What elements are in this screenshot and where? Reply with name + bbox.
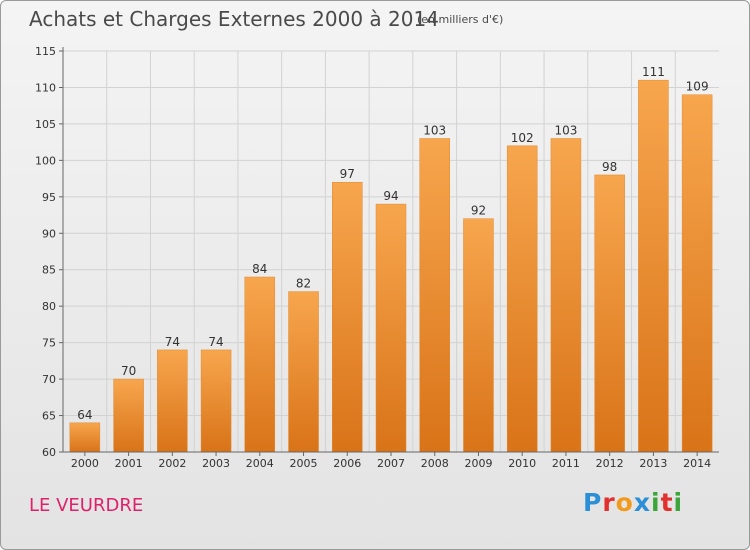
y-tick-label: 100 bbox=[35, 154, 56, 167]
data-label: 92 bbox=[471, 204, 486, 218]
bar bbox=[332, 181, 363, 453]
x-tick-label: 2012 bbox=[596, 457, 624, 470]
bar bbox=[375, 203, 407, 453]
x-tick-label: 2009 bbox=[464, 457, 492, 470]
x-tick-label: 2003 bbox=[202, 457, 230, 470]
proxiti-logo: Proxiti bbox=[583, 488, 684, 517]
axes: 60 65 70 75 80 85 90 95 100 105 110 115 2000 2001 2002… bbox=[35, 45, 719, 470]
data-labels: 64 70 74 74 84 82 97 94 103 92 102 103 98 111 109 bbox=[77, 65, 708, 422]
bar bbox=[200, 349, 232, 453]
commune-name: LE VEURDRE bbox=[29, 495, 144, 516]
y-tick-label: 85 bbox=[42, 264, 56, 277]
bar bbox=[594, 174, 625, 453]
bar bbox=[463, 218, 494, 453]
y-tick-label: 115 bbox=[35, 45, 56, 58]
x-tick-label: 2002 bbox=[158, 457, 186, 470]
x-tick-label: 2001 bbox=[115, 457, 143, 470]
bar bbox=[550, 138, 582, 453]
data-label: 103 bbox=[554, 123, 577, 137]
data-label: 70 bbox=[121, 364, 136, 378]
x-tick-label: 2004 bbox=[246, 457, 274, 470]
y-tick-label: 95 bbox=[42, 191, 56, 204]
x-tick-label: 2006 bbox=[333, 457, 361, 470]
bar bbox=[113, 378, 144, 453]
data-label: 74 bbox=[165, 335, 180, 349]
data-label: 84 bbox=[252, 262, 267, 276]
bar bbox=[419, 138, 450, 453]
y-tick-label: 90 bbox=[42, 227, 56, 240]
data-label: 94 bbox=[383, 189, 398, 203]
bar bbox=[69, 422, 101, 453]
bar bbox=[681, 94, 713, 453]
data-label: 64 bbox=[77, 408, 92, 422]
data-label: 97 bbox=[340, 167, 355, 181]
data-label: 82 bbox=[296, 277, 311, 291]
data-label: 74 bbox=[208, 335, 223, 349]
x-tick-label: 2007 bbox=[377, 457, 405, 470]
data-label: 98 bbox=[602, 160, 617, 174]
bar bbox=[244, 276, 276, 453]
x-tick-label: 2005 bbox=[290, 457, 318, 470]
y-tick-label: 65 bbox=[42, 410, 56, 423]
data-label: 102 bbox=[511, 131, 534, 145]
y-tick-label: 105 bbox=[35, 118, 56, 131]
y-tick-label: 75 bbox=[42, 337, 56, 350]
x-tick-label: 2013 bbox=[639, 457, 667, 470]
y-tick-label: 110 bbox=[35, 81, 56, 94]
chart-title: Achats et Charges Externes 2000 à 2014 bbox=[29, 7, 439, 31]
x-tick-label: 2010 bbox=[508, 457, 536, 470]
y-tick-label: 70 bbox=[42, 373, 56, 386]
bar bbox=[638, 79, 669, 453]
data-label: 111 bbox=[642, 65, 665, 79]
chart-subtitle: (en milliers d'€) bbox=[417, 13, 504, 26]
bar bbox=[506, 145, 538, 453]
data-label: 103 bbox=[423, 123, 446, 137]
x-tick-label: 2008 bbox=[421, 457, 449, 470]
x-tick-label: 2014 bbox=[683, 457, 711, 470]
bar bbox=[157, 349, 188, 453]
bars bbox=[69, 79, 713, 453]
bar bbox=[288, 291, 319, 453]
x-tick-label: 2000 bbox=[71, 457, 99, 470]
x-tick-label: 2011 bbox=[552, 457, 580, 470]
data-label: 109 bbox=[686, 80, 709, 94]
y-tick-label: 60 bbox=[42, 446, 56, 459]
grid-lines bbox=[63, 50, 719, 453]
y-tick-label: 80 bbox=[42, 300, 56, 313]
